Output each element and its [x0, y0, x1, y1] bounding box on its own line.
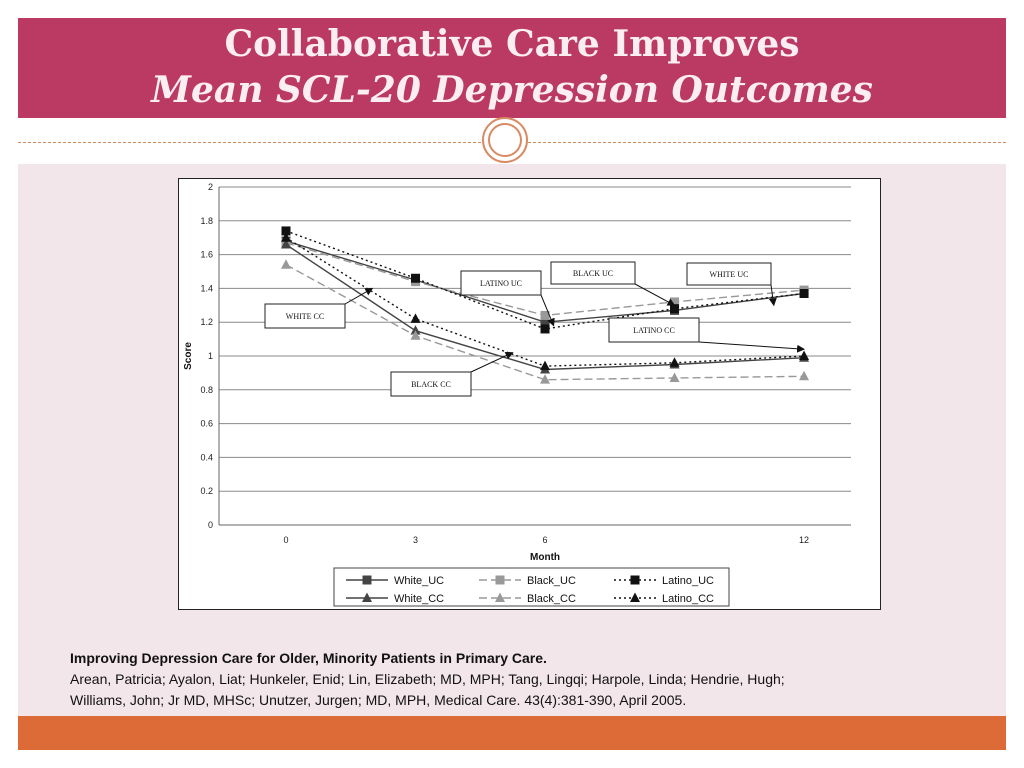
- y-tick-label: 1: [208, 351, 213, 361]
- data-point: [540, 374, 551, 384]
- data-point: [669, 357, 680, 367]
- series-line-black-cc: [285, 264, 805, 381]
- legend-marker: [495, 575, 505, 585]
- ornament-circle-icon: [482, 117, 528, 163]
- data-point: [410, 330, 421, 340]
- chart-canvas: 0 0.2 0.4 0.6 0.8 1 1.2 1.4 1.6 1.8 2 0 3 6 12 Month Sco…: [183, 182, 851, 607]
- data-point: [669, 372, 680, 382]
- line-chart: 0 0.2 0.4 0.6 0.8 1 1.2 1.4 1.6 1.8 2 0 3 6 12 Month Sco…: [178, 178, 881, 610]
- x-tick-label: 0: [283, 535, 288, 545]
- data-point: [411, 273, 421, 283]
- y-tick-label: 1.4: [200, 283, 213, 293]
- footer-bar: [18, 716, 1006, 750]
- data-point: [540, 310, 550, 320]
- annotation-label: BLACK UC: [573, 269, 613, 278]
- legend-label: Black_CC: [527, 593, 576, 605]
- data-point: [799, 288, 809, 298]
- slide-title: Collaborative Care Improves: [224, 23, 800, 65]
- data-point: [410, 325, 421, 335]
- citation: Improving Depression Care for Older, Min…: [70, 648, 950, 711]
- annotation-label: LATINO CC: [633, 326, 675, 335]
- legend-marker: [362, 575, 372, 585]
- annotation-box: [686, 262, 772, 286]
- legend-marker: [495, 592, 505, 602]
- slide-subtitle: Mean SCL-20 Depression Outcomes: [151, 69, 873, 111]
- data-point: [540, 360, 551, 371]
- x-tick-label: 12: [799, 535, 809, 545]
- legend-label: Black_UC: [527, 575, 576, 587]
- data-point: [670, 304, 680, 314]
- annotation-label: WHITE UC: [710, 270, 749, 279]
- legend-marker: [630, 575, 640, 585]
- annotation-box: [608, 317, 700, 343]
- legend-label: White_CC: [394, 593, 444, 605]
- annotation-label: BLACK CC: [411, 380, 451, 389]
- x-tick-label: 3: [413, 535, 418, 545]
- legend-label: White_UC: [394, 575, 444, 587]
- y-tick-label: 1.8: [200, 216, 213, 226]
- citation-source: Williams, John; Jr MD, MHSc; Unutzer, Ju…: [70, 692, 687, 708]
- data-point: [540, 324, 550, 334]
- title-banner: Collaborative Care Improves Mean SCL-20 …: [18, 18, 1006, 118]
- y-tick-label: 0.2: [200, 486, 213, 496]
- data-point: [540, 317, 550, 327]
- annotation-arrow: [470, 351, 514, 373]
- annotation-box: [390, 371, 472, 397]
- annotation-box: [550, 261, 636, 285]
- x-tick-label: 6: [543, 535, 548, 545]
- annotation-box: [460, 270, 542, 296]
- citation-authors: Arean, Patricia; Ayalon, Liat; Hunkeler,…: [70, 671, 785, 687]
- annotation-arrow: [768, 284, 777, 307]
- y-tick-label: 1.6: [200, 250, 213, 260]
- y-tick-label: 0.4: [200, 452, 213, 462]
- annotation-label: WHITE CC: [286, 312, 324, 321]
- y-tick-label: 0.8: [200, 385, 213, 395]
- data-point: [281, 259, 291, 269]
- legend-label: Latino_UC: [662, 575, 714, 587]
- legend-marker: [630, 592, 640, 602]
- y-tick-label: 0.6: [200, 419, 213, 429]
- annotation-arrow: [634, 283, 676, 306]
- y-axis-title: Score: [183, 342, 194, 370]
- data-point: [799, 350, 810, 360]
- y-tick-label: 0: [208, 520, 213, 530]
- annotation-arrow: [698, 341, 806, 353]
- x-axis-title: Month: [530, 552, 560, 563]
- annotation-box: [264, 303, 346, 329]
- data-point: [281, 232, 291, 242]
- data-point: [281, 226, 291, 236]
- y-tick-label: 2: [208, 182, 213, 192]
- legend-marker: [362, 592, 372, 602]
- citation-title: Improving Depression Care for Older, Min…: [70, 650, 547, 666]
- annotation-label: LATINO UC: [480, 279, 522, 288]
- data-point: [799, 370, 810, 381]
- legend-label: Latino_CC: [662, 593, 714, 605]
- annotation-arrow: [540, 294, 555, 327]
- series-line-latino-cc: [285, 237, 805, 367]
- y-tick-label: 1.2: [200, 317, 213, 327]
- data-point: [281, 238, 291, 249]
- annotation-arrow: [344, 287, 374, 305]
- data-point: [410, 313, 421, 323]
- legend: [333, 567, 730, 607]
